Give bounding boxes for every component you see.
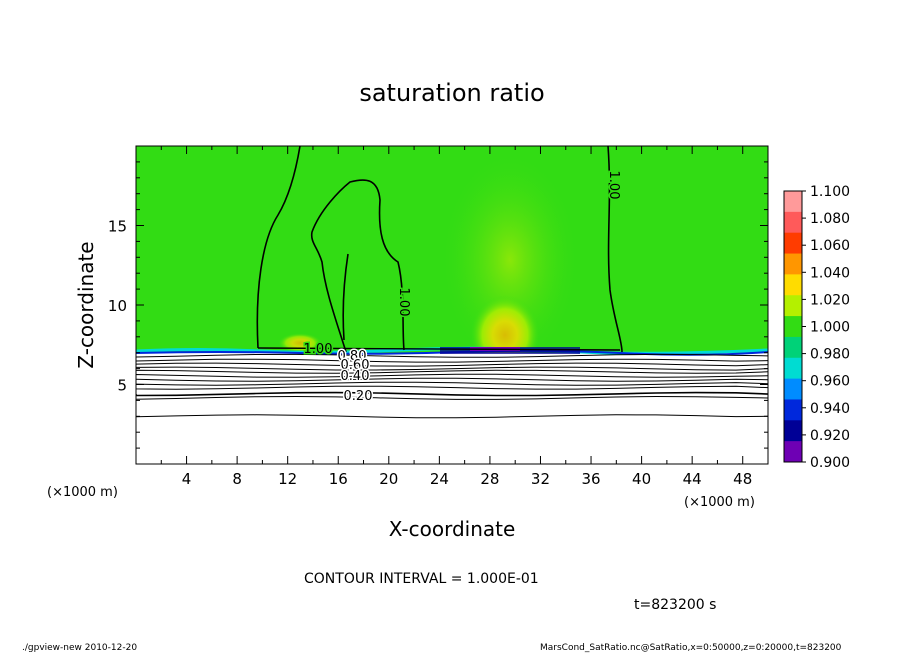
- colorbar-label: 0.920: [810, 428, 850, 444]
- x-tick-label: 24: [430, 470, 449, 488]
- colorbar-swatch: [784, 399, 802, 421]
- contour-line: [136, 381, 768, 386]
- colorbar-label: 1.040: [810, 265, 850, 281]
- colorbar-swatch: [784, 191, 802, 213]
- plot-area: 1.00 1.00 1.00 0.80 0.60 0.40 0.20: [136, 146, 768, 464]
- colorbar-label: 0.980: [810, 347, 850, 363]
- contour-1-00-left: [256, 146, 301, 349]
- x-tick-label: 48: [733, 470, 752, 488]
- y-axis-label: Z-coordinate: [74, 241, 98, 368]
- x-tick-label: 4: [182, 470, 192, 488]
- colorbar-swatch: [784, 253, 802, 275]
- colorbar-label: 0.960: [810, 374, 850, 390]
- x-tick-label: 12: [278, 470, 297, 488]
- colorbar-label: 1.100: [810, 184, 850, 200]
- colorbar-swatch: [784, 232, 802, 255]
- contour-label: 0.60: [341, 358, 370, 373]
- colorbar-label: 1.080: [810, 211, 850, 227]
- colorbar-label: 0.900: [810, 455, 850, 471]
- colorbar-swatch: [784, 420, 802, 442]
- x-axis: 4 8 12 16 20 24 28 32 36 40 44 48: [160, 146, 752, 488]
- contour-1-00-inner: [342, 253, 349, 341]
- colorbar-swatch: [784, 378, 802, 400]
- contour-line: [136, 358, 768, 363]
- x-tick-label: 28: [480, 470, 499, 488]
- contour-line: [136, 362, 768, 367]
- colorbar-label: 1.020: [810, 292, 850, 308]
- colorbar: 1.100 1.080 1.060 1.040 1.020 1.000 0.980 0.960…: [783, 184, 850, 471]
- contour-label: 0.80: [338, 349, 367, 364]
- x-tick-label: 20: [379, 470, 398, 488]
- contour-line: [136, 353, 768, 358]
- x-tick-label: 8: [232, 470, 242, 488]
- colorbar-label: 0.940: [810, 401, 850, 417]
- contour-label: 0.40: [341, 369, 370, 384]
- colorbar-swatch: [784, 336, 802, 359]
- y-tick-label: 5: [117, 377, 127, 395]
- contour-1-00-base: [257, 347, 621, 351]
- footer-left: ./gpview-new 2010-12-20: [22, 643, 138, 653]
- contour-line: [136, 377, 768, 382]
- x-tick-label: 16: [329, 470, 348, 488]
- contour-label: 1.00: [396, 288, 411, 317]
- y-tick-label: 15: [108, 218, 127, 236]
- x-tick-label: 44: [683, 470, 702, 488]
- colorbar-swatch: [784, 295, 802, 317]
- contour-line: [136, 366, 768, 371]
- contour-label: 1.00: [606, 171, 621, 200]
- colorbar-swatch: [784, 357, 802, 380]
- y-tick-label: 10: [108, 297, 127, 315]
- x-axis-label: X-coordinate: [389, 517, 516, 541]
- contour-1-00-right: [607, 146, 623, 353]
- contour-label: 0.20: [344, 389, 373, 404]
- footer-right: MarsCond_SatRatio.nc@SatRatio,x=0:50000,…: [540, 643, 842, 653]
- dry-layer: [136, 353, 768, 464]
- contour-line: [136, 373, 768, 378]
- contour-line: [136, 369, 768, 374]
- colorbar-swatch: [784, 274, 802, 296]
- contour-line: [136, 391, 768, 397]
- colorbar-label: 1.060: [810, 238, 850, 254]
- contour-1-00-loop: [310, 179, 405, 353]
- colorbar-swatch: [784, 211, 802, 234]
- y-unit-label: (×1000 m): [47, 485, 118, 500]
- x-tick-label: 36: [581, 470, 600, 488]
- colorbar-swatch: [784, 316, 802, 338]
- x-tick-label: 40: [632, 470, 651, 488]
- colorbar-label: 1.000: [810, 320, 850, 336]
- contour-line: [136, 385, 768, 390]
- x-unit-label: (×1000 m): [684, 495, 755, 510]
- contour-interval-text: CONTOUR INTERVAL = 1.000E-01: [304, 571, 539, 587]
- colorbar-swatch: [784, 441, 802, 463]
- contour-line: [136, 414, 768, 419]
- time-text: t=823200 s: [634, 597, 716, 613]
- contour-label: 1.00: [304, 342, 333, 357]
- chart-title: saturation ratio: [359, 79, 544, 107]
- y-axis: 5 10 15: [108, 161, 768, 449]
- x-tick-label: 32: [531, 470, 550, 488]
- contour-line: [136, 395, 768, 400]
- lower-contours: [136, 353, 768, 419]
